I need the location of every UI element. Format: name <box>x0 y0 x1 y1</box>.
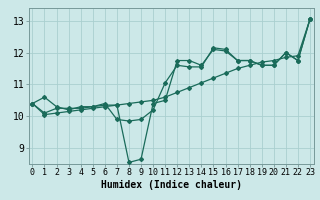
X-axis label: Humidex (Indice chaleur): Humidex (Indice chaleur) <box>101 180 242 190</box>
